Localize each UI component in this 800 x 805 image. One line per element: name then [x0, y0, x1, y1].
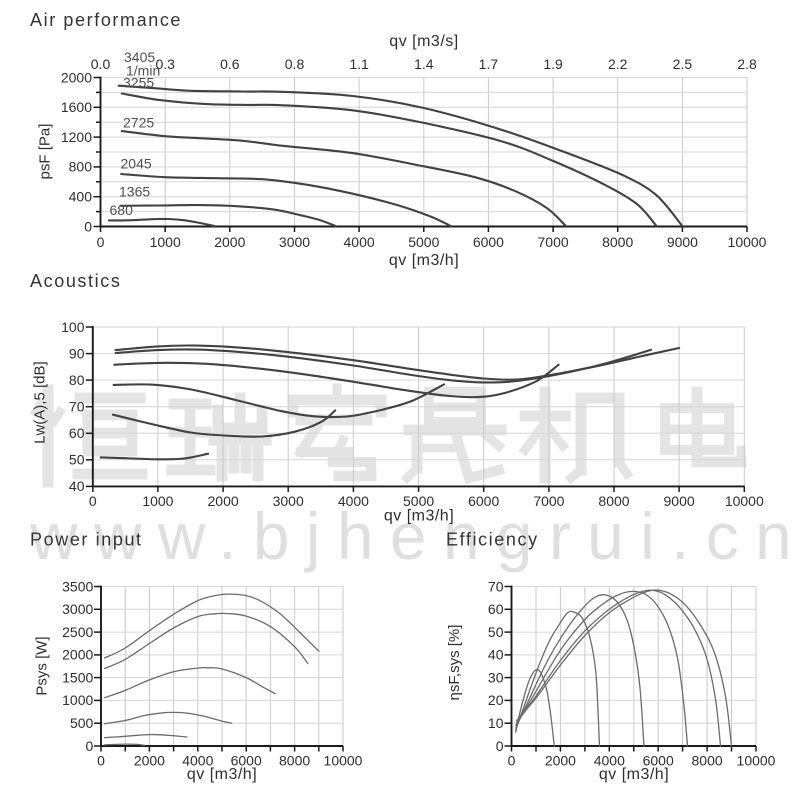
svg-text:800: 800: [69, 159, 93, 175]
svg-text:Acoustics: Acoustics: [30, 271, 121, 291]
svg-text:6000: 6000: [231, 753, 262, 769]
svg-text:3000: 3000: [62, 601, 93, 617]
svg-text:2000: 2000: [62, 647, 93, 663]
svg-text:500: 500: [70, 715, 94, 731]
svg-text:1.1: 1.1: [349, 56, 369, 72]
svg-text:30: 30: [488, 669, 504, 685]
svg-text:50: 50: [488, 624, 504, 640]
svg-text:70: 70: [69, 399, 85, 415]
svg-text:2000: 2000: [208, 493, 239, 509]
svg-text:6000: 6000: [643, 753, 674, 769]
svg-text:0: 0: [84, 218, 92, 234]
svg-text:1000: 1000: [142, 493, 173, 509]
svg-text:80: 80: [69, 372, 85, 388]
svg-text:10000: 10000: [728, 234, 767, 250]
svg-text:7000: 7000: [533, 493, 564, 509]
svg-text:0: 0: [86, 738, 94, 754]
svg-text:8000: 8000: [692, 753, 723, 769]
svg-text:ηsF,sys [%]: ηsF,sys [%]: [446, 625, 463, 701]
svg-text:2725: 2725: [123, 114, 154, 130]
svg-text:2000: 2000: [61, 69, 92, 85]
svg-text:8000: 8000: [602, 234, 633, 250]
svg-text:0: 0: [89, 493, 97, 509]
svg-text:1/min: 1/min: [126, 63, 160, 79]
svg-text:0: 0: [97, 753, 105, 769]
svg-text:2.2: 2.2: [608, 56, 628, 72]
svg-text:Efficiency: Efficiency: [446, 530, 539, 550]
svg-text:5000: 5000: [408, 234, 439, 250]
svg-text:2.5: 2.5: [673, 56, 693, 72]
svg-text:400: 400: [69, 189, 93, 205]
svg-text:2000: 2000: [214, 234, 245, 250]
svg-text:Air performance: Air performance: [30, 10, 182, 30]
svg-text:2045: 2045: [121, 156, 152, 172]
svg-text:3000: 3000: [279, 234, 310, 250]
svg-text:680: 680: [110, 202, 134, 218]
svg-text:7000: 7000: [538, 234, 569, 250]
svg-text:0.0: 0.0: [91, 56, 111, 72]
svg-text:qv [m3/h]: qv [m3/h]: [384, 508, 454, 525]
svg-text:0.3: 0.3: [155, 56, 175, 72]
svg-text:70: 70: [488, 578, 504, 594]
svg-text:10000: 10000: [725, 493, 764, 509]
svg-text:10: 10: [488, 715, 504, 731]
svg-text:0: 0: [508, 753, 516, 769]
svg-text:9000: 9000: [667, 234, 698, 250]
svg-text:qv [m3/s]: qv [m3/s]: [389, 33, 458, 50]
svg-text:6000: 6000: [473, 234, 504, 250]
svg-text:qv [m3/h]: qv [m3/h]: [389, 252, 459, 269]
svg-text:8000: 8000: [279, 753, 310, 769]
svg-text:0: 0: [97, 234, 105, 250]
svg-text:6000: 6000: [468, 493, 499, 509]
svg-text:2500: 2500: [62, 624, 93, 640]
svg-text:8000: 8000: [598, 493, 629, 509]
svg-text:50: 50: [69, 452, 85, 468]
svg-text:4000: 4000: [594, 753, 625, 769]
svg-text:40: 40: [488, 647, 504, 663]
svg-text:5000: 5000: [403, 493, 434, 509]
svg-text:2.8: 2.8: [737, 56, 757, 72]
svg-text:Lw(A),5 [dB]: Lw(A),5 [dB]: [32, 361, 49, 444]
svg-text:60: 60: [69, 425, 85, 441]
svg-text:qv [m3/h]: qv [m3/h]: [599, 766, 669, 783]
svg-text:1.9: 1.9: [543, 56, 563, 72]
svg-text:1365: 1365: [119, 184, 150, 200]
svg-text:2000: 2000: [545, 753, 576, 769]
svg-text:60: 60: [488, 601, 504, 617]
svg-text:4000: 4000: [338, 493, 369, 509]
svg-text:90: 90: [69, 345, 85, 361]
svg-text:0.8: 0.8: [285, 56, 305, 72]
svg-text:3000: 3000: [273, 493, 304, 509]
svg-text:1000: 1000: [150, 234, 181, 250]
svg-text:1.7: 1.7: [479, 56, 499, 72]
svg-text:1500: 1500: [62, 669, 93, 685]
svg-text:1.4: 1.4: [414, 56, 434, 72]
svg-text:2000: 2000: [134, 753, 165, 769]
svg-text:3255: 3255: [123, 75, 154, 91]
svg-text:qv [m3/h]: qv [m3/h]: [187, 766, 257, 783]
svg-text:www.bjhengrui.cn: www.bjhengrui.cn: [29, 499, 800, 573]
svg-text:40: 40: [69, 478, 85, 494]
svg-text:Psys [W]: Psys [W]: [34, 636, 51, 695]
svg-text:1000: 1000: [62, 692, 93, 708]
svg-text:100: 100: [61, 319, 85, 335]
svg-text:Power input: Power input: [30, 530, 143, 550]
svg-text:1200: 1200: [61, 129, 92, 145]
svg-text:0.6: 0.6: [220, 56, 240, 72]
svg-text:1600: 1600: [61, 99, 92, 115]
svg-text:3500: 3500: [62, 578, 93, 594]
svg-text:10000: 10000: [324, 753, 363, 769]
svg-text:psF [Pa]: psF [Pa]: [37, 124, 54, 180]
svg-text:20: 20: [488, 692, 504, 708]
svg-text:9000: 9000: [664, 493, 695, 509]
svg-text:4000: 4000: [344, 234, 375, 250]
svg-text:4000: 4000: [182, 753, 213, 769]
svg-text:3405: 3405: [124, 49, 155, 65]
svg-text:0: 0: [496, 738, 504, 754]
svg-text:10000: 10000: [737, 753, 776, 769]
